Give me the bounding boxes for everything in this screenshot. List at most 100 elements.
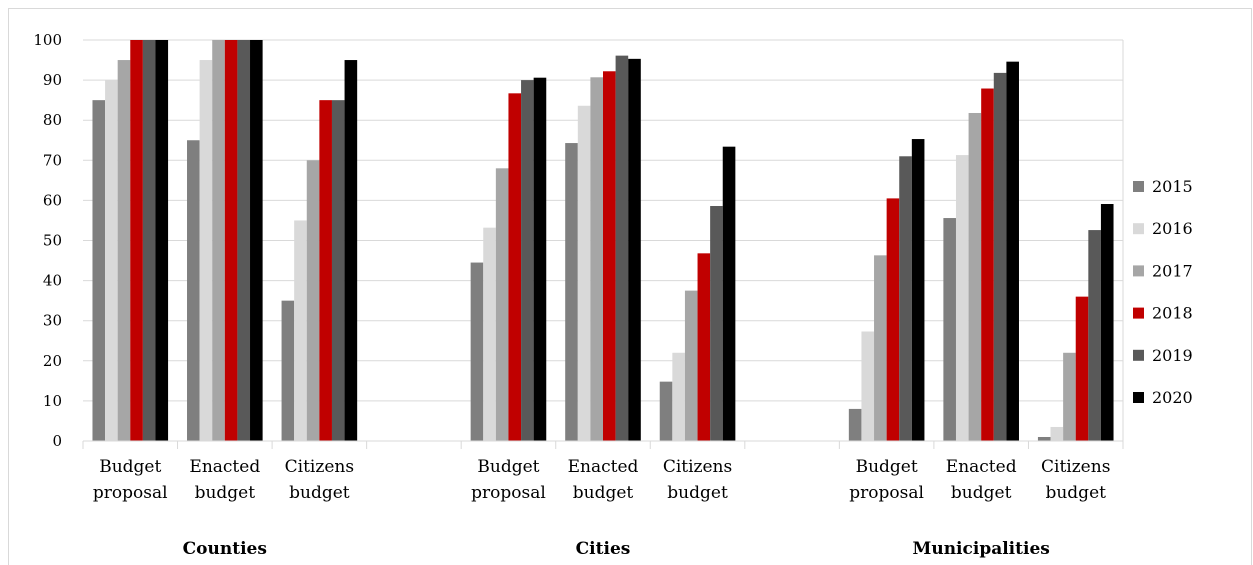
legend-label: 2016 <box>1152 219 1193 238</box>
y-tick-label: 30 <box>43 312 62 330</box>
bar <box>1050 426 1064 441</box>
bar <box>848 408 862 441</box>
bar <box>861 331 875 441</box>
bar <box>294 220 307 441</box>
category-label: Budget <box>856 457 918 477</box>
legend-label: 2018 <box>1152 304 1193 323</box>
category-label: Enacted <box>189 457 260 477</box>
bar <box>993 72 1007 441</box>
category-label: budget <box>1045 483 1106 503</box>
group-label: Municipalities <box>913 539 1050 559</box>
category-label: Budget <box>99 457 161 477</box>
bar <box>886 198 900 441</box>
category-label: proposal <box>849 483 924 503</box>
category-label: Budget <box>477 457 539 477</box>
legend-swatch <box>1133 223 1144 235</box>
bar <box>237 40 251 441</box>
bar <box>590 77 603 441</box>
category-label: budget <box>667 483 728 503</box>
bar <box>105 80 118 441</box>
bar <box>1037 436 1051 441</box>
legend-label: 2019 <box>1152 346 1193 365</box>
bar <box>565 143 578 441</box>
bar <box>943 218 956 441</box>
category-label: Enacted <box>946 457 1017 477</box>
bar <box>874 255 887 441</box>
category-label: Citizens <box>285 457 354 477</box>
bar <box>615 55 629 441</box>
category-label: Citizens <box>663 457 732 477</box>
bar <box>577 105 591 441</box>
bar <box>224 40 238 441</box>
bar <box>250 40 263 441</box>
y-tick-label: 90 <box>43 71 62 89</box>
bar <box>672 352 685 441</box>
legend-swatch <box>1133 349 1144 361</box>
bar <box>344 60 358 442</box>
category-label: budget <box>195 483 256 503</box>
legend-swatch <box>1133 181 1144 192</box>
category-label: proposal <box>471 483 546 503</box>
bar <box>306 160 320 442</box>
bar <box>199 60 213 442</box>
legend-swatch <box>1133 265 1144 277</box>
bar <box>155 40 169 441</box>
bar <box>508 93 522 441</box>
y-tick-label: 40 <box>43 272 62 290</box>
category-label: Citizens <box>1041 457 1110 477</box>
y-tick-label: 100 <box>33 31 62 49</box>
legend-swatch <box>1133 307 1144 319</box>
legend-label: 2015 <box>1152 177 1193 196</box>
bar <box>1088 230 1101 441</box>
bar <box>533 77 547 441</box>
bar <box>117 60 131 442</box>
bar <box>142 40 156 441</box>
bar <box>968 112 982 442</box>
y-tick-label: 20 <box>43 352 62 370</box>
bar <box>1075 296 1089 441</box>
category-label: budget <box>573 483 634 503</box>
bar <box>92 100 106 442</box>
bar <box>281 300 295 441</box>
bar <box>521 80 534 441</box>
bar <box>710 206 723 441</box>
bar <box>495 168 509 441</box>
category-label: Enacted <box>568 457 639 477</box>
chart-frame <box>8 8 1252 565</box>
y-tick-label: 50 <box>43 232 62 250</box>
bar <box>212 40 225 441</box>
bar <box>1006 61 1019 442</box>
group-label: Cities <box>576 539 631 559</box>
legend-swatch <box>1133 392 1144 403</box>
group-label: Counties <box>183 539 267 559</box>
bar <box>628 58 641 442</box>
bar <box>483 227 496 441</box>
bar <box>603 71 616 441</box>
category-label: budget <box>951 483 1012 503</box>
bar <box>911 139 925 441</box>
legend-label: 2020 <box>1152 388 1193 407</box>
bar <box>981 88 994 442</box>
y-tick-label: 70 <box>43 151 62 169</box>
category-label: proposal <box>93 483 168 503</box>
y-tick-label: 60 <box>43 191 62 209</box>
bar <box>470 262 484 441</box>
bar <box>659 381 673 441</box>
bar <box>319 100 332 442</box>
bar <box>331 100 345 442</box>
bar <box>130 40 143 441</box>
bar <box>955 155 969 441</box>
bar <box>187 140 200 441</box>
bar <box>1063 352 1076 441</box>
category-label: budget <box>289 483 350 503</box>
y-tick-label: 80 <box>43 111 62 129</box>
bar <box>697 253 711 441</box>
y-tick-label: 10 <box>43 392 62 410</box>
bar <box>722 146 736 441</box>
bar <box>899 156 912 442</box>
bar <box>684 290 698 441</box>
legend-label: 2017 <box>1152 261 1193 280</box>
y-tick-label: 0 <box>52 432 62 450</box>
bar <box>1100 204 1114 441</box>
